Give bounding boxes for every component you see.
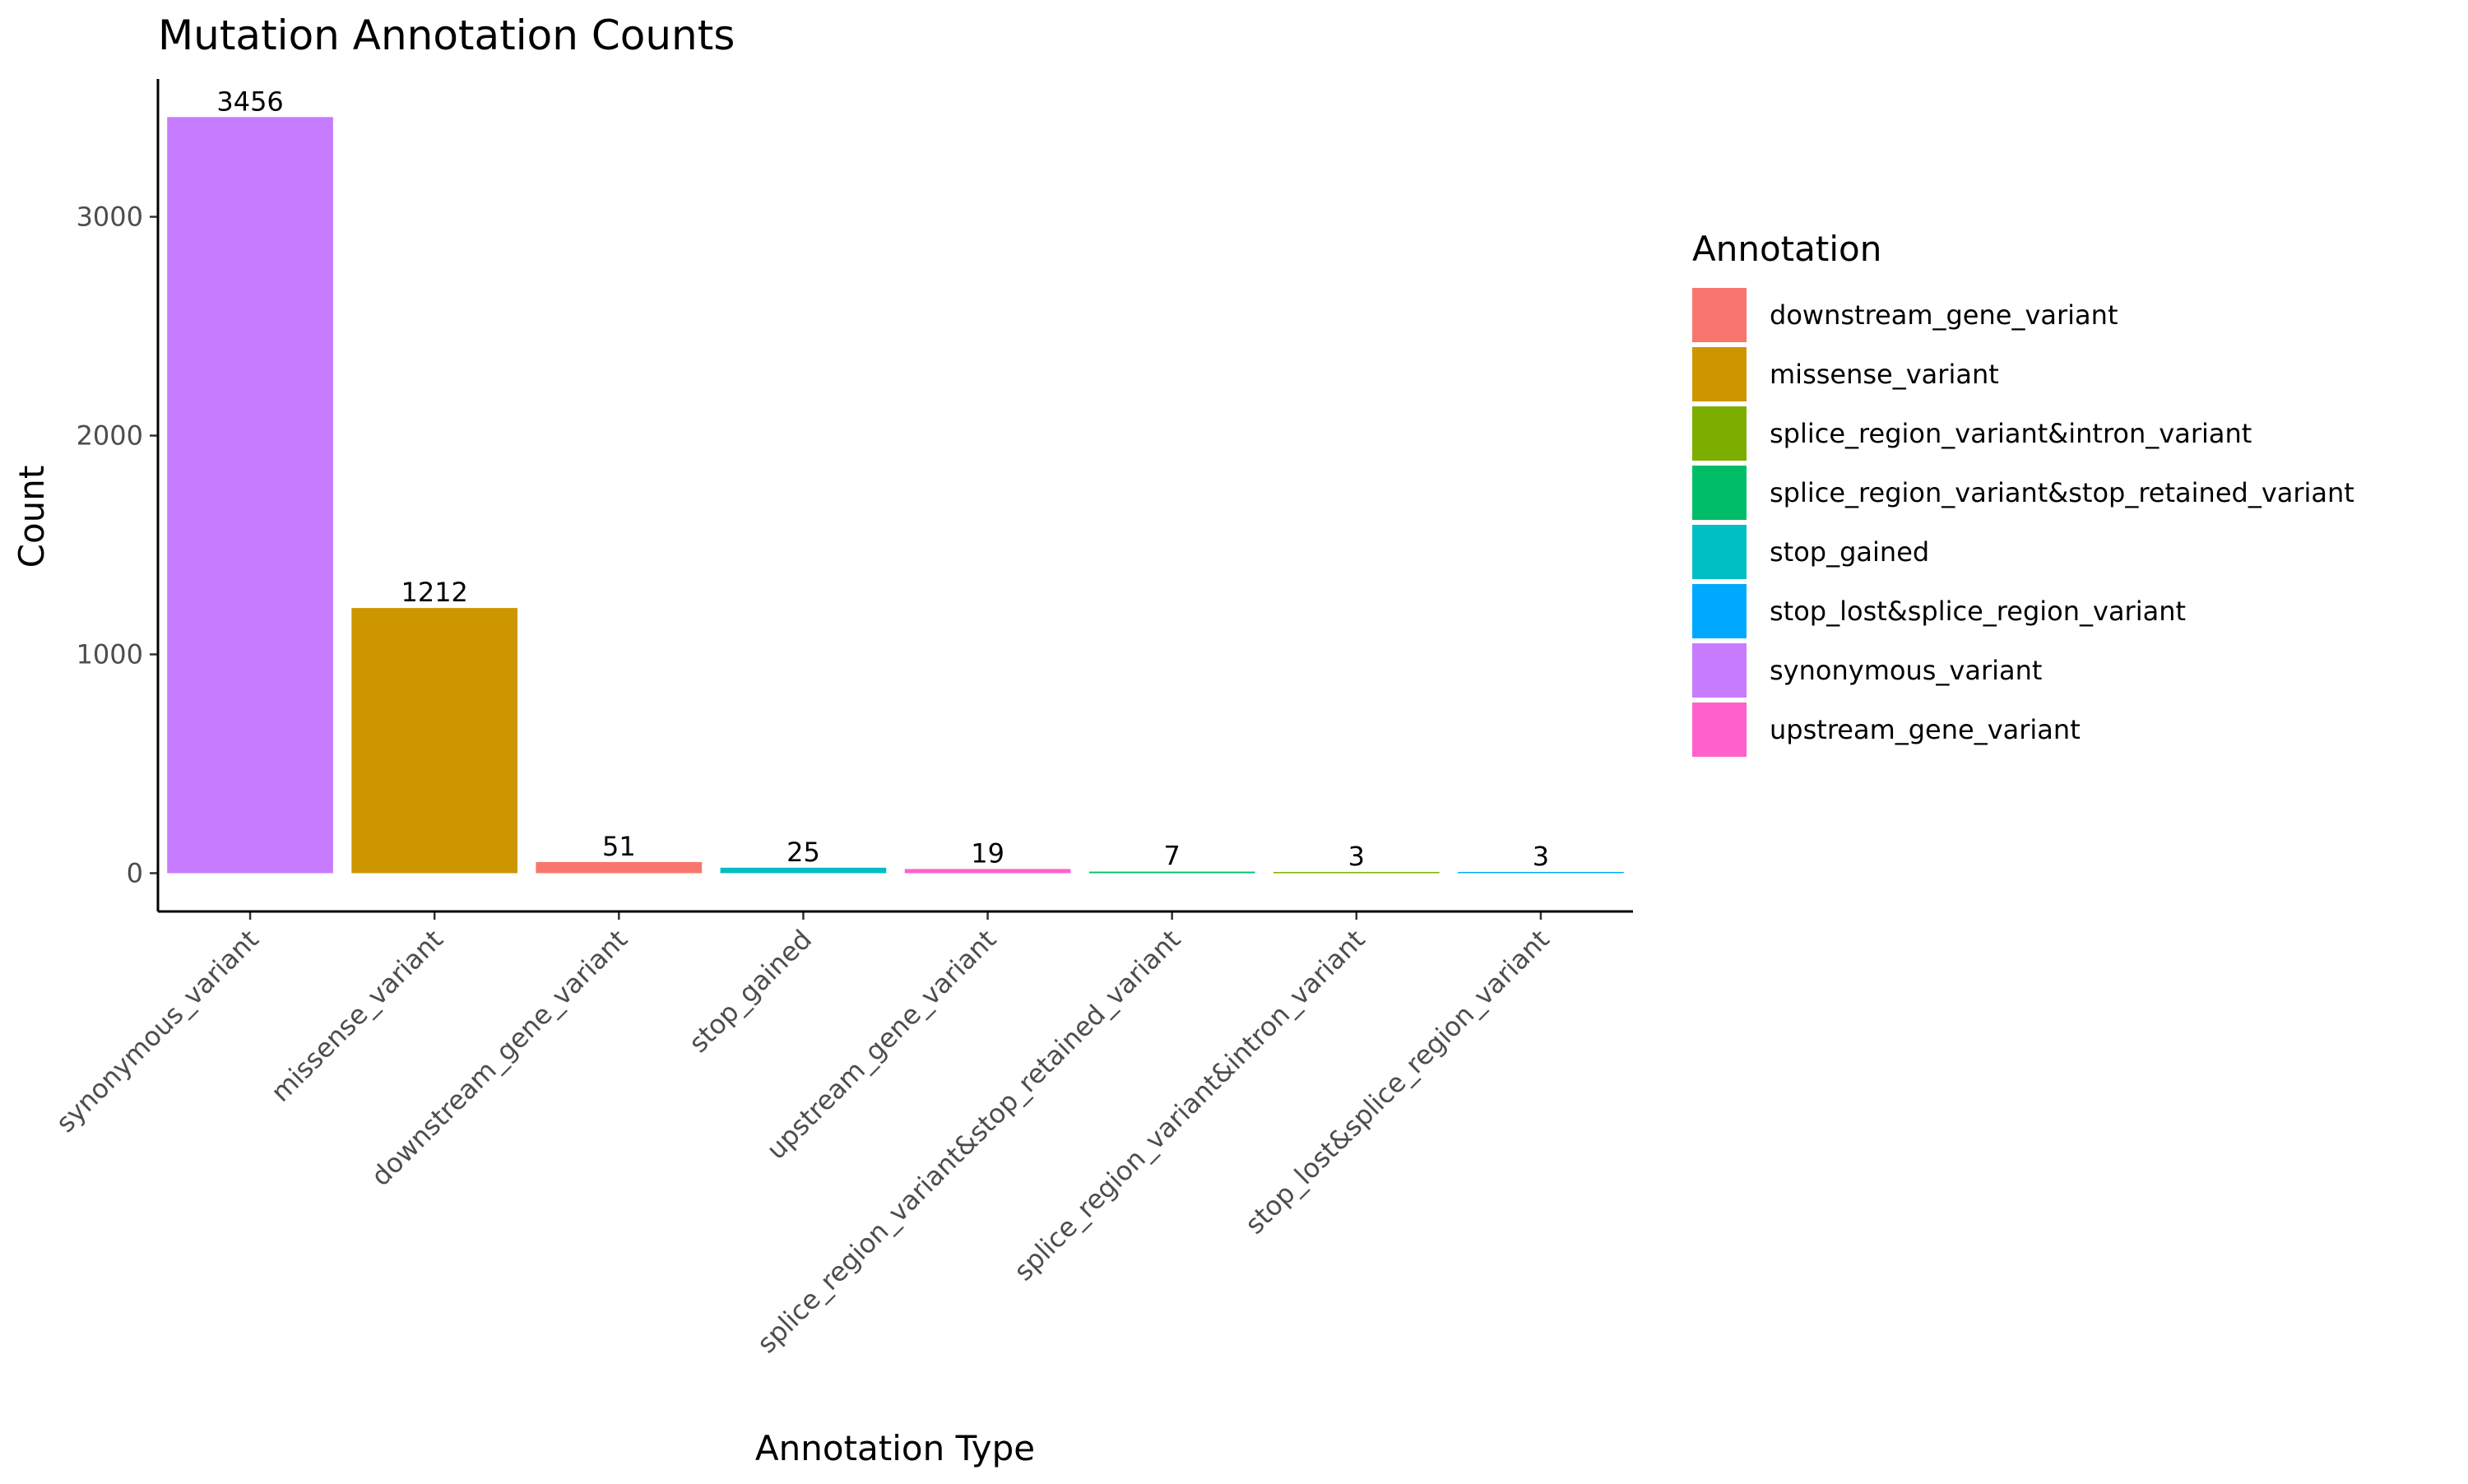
data-label: 51 [602,831,636,862]
legend-label: upstream_gene_variant [1770,714,2081,745]
legend-label: splice_region_variant&stop_retained_vari… [1770,477,2354,508]
legend-swatch [1692,466,1747,520]
data-label: 19 [971,837,1004,869]
bar [904,869,1071,874]
y-tick-label: 1000 [77,638,143,670]
chart-title: Mutation Annotation Counts [158,12,735,59]
bar [1458,871,1624,874]
bar [1273,871,1440,874]
data-label: 3 [1533,841,1549,872]
legend-label: downstream_gene_variant [1770,299,2118,331]
y-axis-title: Count [12,466,52,568]
plot-area: 3456 1212 51 25 19 7 3 3 [167,86,1624,874]
data-label: 1212 [401,577,467,608]
bar [351,608,518,874]
y-tick-label: 3000 [77,202,143,233]
data-label: 25 [786,837,820,868]
bar [536,861,703,874]
legend: Annotation downstream_gene_variantmissen… [1692,229,2354,757]
legend-label: splice_region_variant&intron_variant [1770,418,2252,449]
legend-label: stop_lost&splice_region_variant [1770,596,2186,627]
data-label: 3 [1348,841,1365,872]
legend-label: stop_gained [1770,536,1929,568]
legend-swatch [1692,584,1747,638]
legend-swatch [1692,288,1747,342]
bar [167,117,333,874]
legend-title: Annotation [1692,229,1881,269]
bar [720,867,887,874]
y-tick-label: 0 [127,857,143,888]
data-label: 7 [1164,841,1181,872]
legend-swatch [1692,643,1747,698]
legend-label: synonymous_variant [1770,655,2042,686]
y-tick-label: 2000 [77,420,143,452]
legend-swatch [1692,347,1747,401]
legend-swatch [1692,525,1747,579]
legend-swatch [1692,703,1747,757]
data-label: 3456 [216,86,283,117]
x-axis-title: Annotation Type [755,1428,1035,1468]
legend-label: missense_variant [1770,359,1999,390]
legend-swatch [1692,406,1747,461]
bar [1088,871,1255,874]
